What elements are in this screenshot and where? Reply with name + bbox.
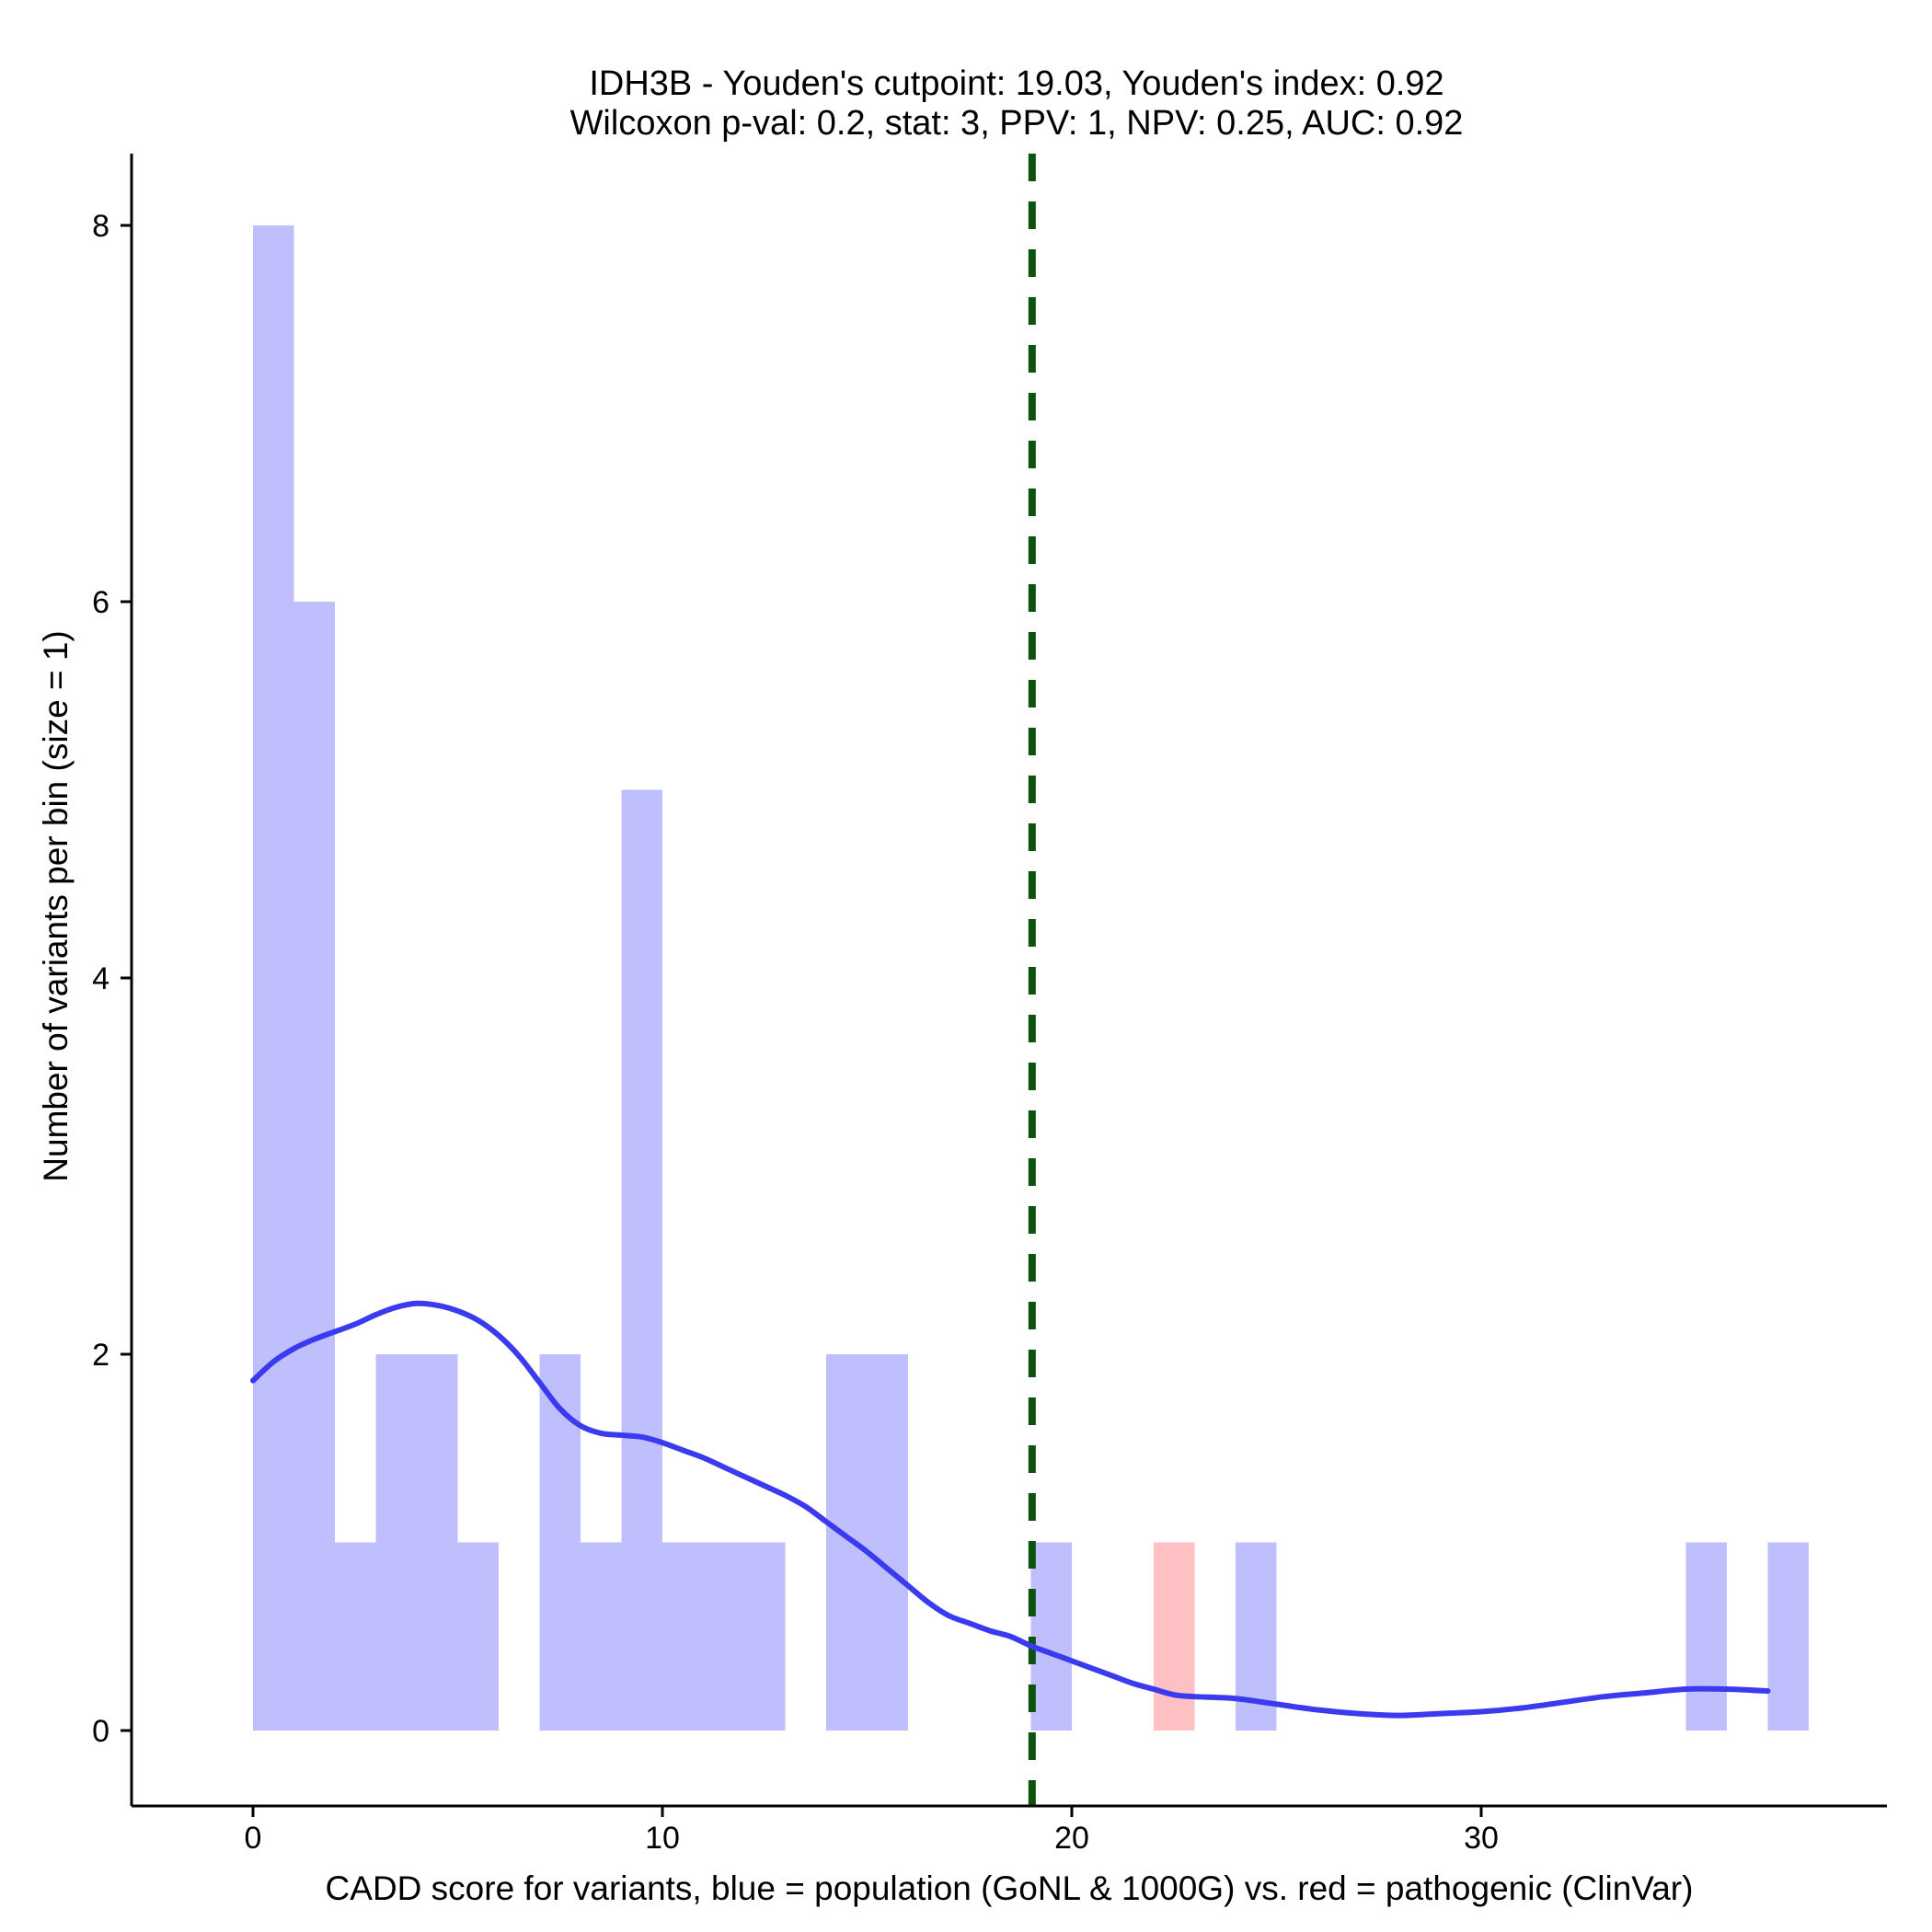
population-bar [662, 1542, 704, 1731]
population-bar [867, 1354, 908, 1731]
population-bar [375, 1354, 417, 1731]
x-tick-label: 0 [245, 1821, 262, 1856]
x-axis-ticks: 0 10 20 30 [245, 1806, 1499, 1856]
x-tick-label: 10 [645, 1821, 680, 1856]
chart-title-line-1: IDH3B - Youden's cutpoint: 19.03, Youden… [589, 64, 1443, 103]
y-tick-label: 2 [92, 1338, 109, 1373]
population-bar [293, 602, 335, 1731]
x-axis-label: CADD score for variants, blue = populati… [326, 1869, 1694, 1907]
y-tick-label: 8 [92, 209, 109, 244]
population-bar [539, 1354, 581, 1731]
x-tick-label: 20 [1054, 1821, 1089, 1856]
y-tick-label: 4 [92, 961, 109, 996]
population-bar [1030, 1542, 1072, 1731]
population-bar [1685, 1542, 1727, 1731]
population-bar [457, 1542, 499, 1731]
density-curve [250, 1300, 1771, 1719]
population-bar [826, 1354, 868, 1731]
y-axis-label: Number of variants per bin (size = 1) [37, 630, 75, 1181]
chart-title-line-2: Wilcoxon p-val: 0.2, stat: 3, PPV: 1, NP… [570, 104, 1464, 143]
population-bar [621, 789, 662, 1731]
histogram-bars [253, 225, 1809, 1731]
population-bar [703, 1542, 744, 1731]
pathogenic-bar [1154, 1542, 1195, 1731]
density-layer [250, 1300, 1771, 1719]
population-bar [417, 1354, 458, 1731]
y-tick-label: 6 [92, 585, 109, 620]
population-bar [335, 1542, 376, 1731]
population-bar [1767, 1542, 1809, 1731]
population-bar [581, 1542, 622, 1731]
y-tick-label: 0 [92, 1714, 109, 1749]
population-bar [744, 1542, 786, 1731]
y-axis-ticks: 0 2 4 6 8 [92, 209, 132, 1749]
x-tick-label: 30 [1464, 1821, 1499, 1856]
population-bar [253, 225, 294, 1731]
